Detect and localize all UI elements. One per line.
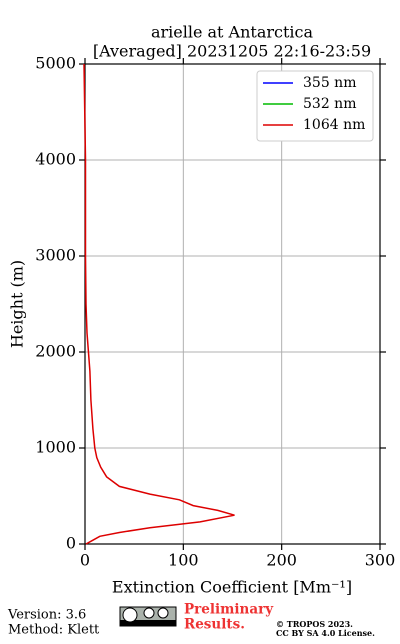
y-axis-label: Height (m) <box>8 260 27 348</box>
copyright: © TROPOS 2023. <box>276 619 353 629</box>
cc-logo <box>119 606 177 627</box>
y-tick-label: 4000 <box>35 150 76 169</box>
legend-box <box>256 70 374 142</box>
copyright: CC BY SA 4.0 License. <box>276 628 375 638</box>
legend-label: 355 nm <box>303 75 356 91</box>
chart-title: arielle at Antarctica <box>151 23 314 42</box>
notice: Preliminary <box>184 602 274 618</box>
x-axis-label: Extinction Coefficient [Mm⁻¹] <box>112 578 352 597</box>
data-line <box>83 63 235 545</box>
x-tick-label: 100 <box>168 551 199 570</box>
y-tick-label: 3000 <box>35 246 76 265</box>
x-tick-label: 200 <box>266 551 297 570</box>
method: Method: Klett <box>8 623 100 638</box>
y-tick-label: 2000 <box>35 342 76 361</box>
x-tick-label: 300 <box>365 551 396 570</box>
y-tick-label: 0 <box>66 534 76 553</box>
plot-frame <box>84 63 381 545</box>
chart-title: [Averaged] 20231205 22:16-23:59 <box>93 42 371 61</box>
legend-label: 532 nm <box>303 96 356 112</box>
version: Version: 3.6 <box>7 608 86 623</box>
notice: Results. <box>184 617 245 633</box>
x-tick-label: 0 <box>80 551 90 570</box>
legend: 355 nm 532 nm 1064 nm <box>256 70 374 142</box>
legend-label: 1064 nm <box>303 117 365 133</box>
y-tick-label: 1000 <box>35 438 76 457</box>
y-tick-label: 5000 <box>35 54 76 73</box>
